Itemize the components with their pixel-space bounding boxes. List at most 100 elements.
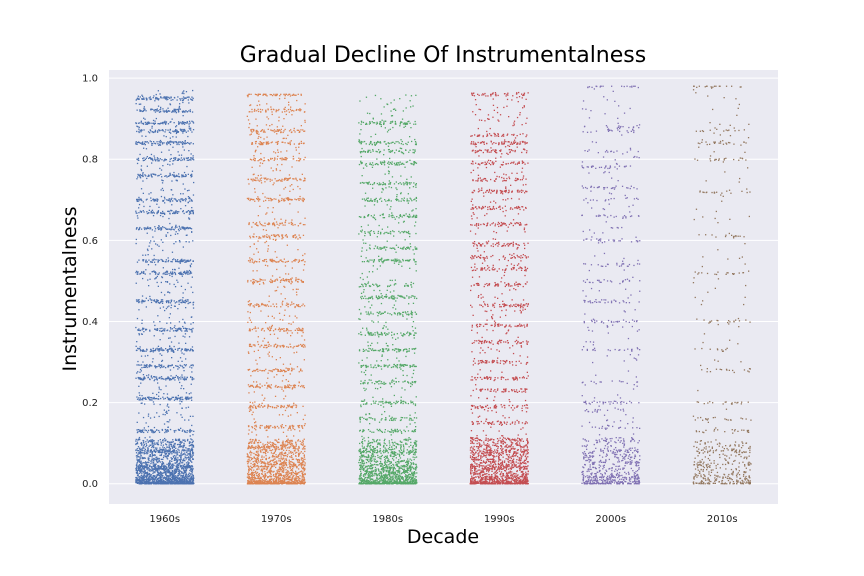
data-point — [135, 270, 138, 272]
data-point — [170, 466, 172, 468]
data-point — [163, 111, 165, 113]
data-point — [182, 115, 184, 117]
data-point — [262, 236, 264, 238]
data-point — [140, 364, 143, 366]
data-point — [177, 470, 179, 472]
data-point — [293, 472, 296, 474]
data-point — [165, 159, 168, 161]
data-point — [157, 458, 159, 461]
y-gridlines — [109, 77, 778, 485]
data-point — [189, 457, 191, 459]
data-point — [170, 272, 172, 274]
data-point — [160, 482, 162, 484]
data-point — [182, 335, 184, 337]
data-point — [164, 453, 166, 455]
data-point — [169, 461, 171, 463]
data-point — [155, 117, 157, 120]
data-point — [192, 480, 195, 482]
data-point — [291, 440, 293, 442]
data-point — [187, 450, 189, 452]
data-point — [180, 455, 182, 457]
data-point — [165, 96, 167, 98]
data-point — [165, 474, 167, 476]
data-point — [272, 444, 274, 446]
data-point — [142, 349, 144, 351]
data-point — [169, 140, 171, 142]
data-point — [255, 465, 258, 467]
data-point — [169, 475, 171, 477]
data-point — [166, 111, 168, 113]
data-point — [155, 109, 158, 111]
data-point — [287, 470, 289, 472]
data-point — [163, 135, 165, 137]
data-point — [189, 264, 191, 267]
data-point — [174, 330, 176, 332]
data-point — [189, 143, 191, 145]
data-point — [150, 153, 153, 156]
data-point — [135, 349, 138, 352]
data-point — [192, 434, 194, 436]
data-point — [135, 271, 137, 274]
data-point — [186, 226, 188, 229]
data-point — [187, 300, 189, 302]
data-point — [147, 212, 150, 214]
data-point — [183, 477, 186, 479]
data-point — [177, 131, 180, 133]
data-point — [187, 259, 189, 261]
data-point — [143, 470, 146, 472]
data-point — [266, 95, 268, 97]
data-point — [283, 464, 285, 466]
data-point — [275, 444, 277, 446]
data-point — [263, 452, 265, 454]
data-point — [267, 482, 269, 485]
data-point — [139, 110, 142, 112]
data-point — [140, 169, 143, 172]
data-point — [261, 482, 263, 484]
data-point — [301, 473, 304, 475]
data-point — [160, 453, 163, 455]
data-point — [184, 97, 186, 99]
data-point — [155, 479, 157, 481]
data-point — [183, 121, 185, 124]
data-point — [169, 449, 171, 451]
data-point — [259, 305, 261, 307]
data-point — [168, 142, 170, 144]
data-point — [181, 110, 184, 113]
data-point — [158, 129, 160, 131]
data-point — [191, 468, 193, 470]
data-point — [155, 301, 157, 303]
data-point — [173, 171, 175, 174]
data-point — [178, 439, 180, 441]
data-point — [271, 482, 273, 484]
data-point — [184, 272, 186, 274]
data-point — [153, 212, 155, 214]
data-point — [142, 157, 144, 160]
data-point — [172, 478, 174, 480]
data-point — [261, 481, 263, 483]
data-point — [141, 322, 143, 324]
data-point — [176, 211, 179, 213]
data-point — [161, 428, 163, 431]
data-point — [276, 476, 278, 478]
data-point — [164, 273, 166, 275]
data-point — [148, 259, 150, 261]
data-point — [172, 441, 174, 443]
data-point — [181, 479, 183, 481]
data-point — [168, 96, 170, 98]
data-point — [154, 477, 156, 479]
data-point — [301, 482, 303, 485]
data-point — [282, 464, 284, 466]
data-point — [156, 442, 158, 444]
data-point — [272, 442, 274, 444]
data-point — [276, 462, 278, 465]
data-point — [149, 157, 151, 159]
data-point — [170, 481, 173, 484]
data-point — [178, 211, 180, 213]
data-point — [152, 349, 154, 352]
data-point — [176, 143, 178, 146]
data-point — [143, 479, 145, 481]
data-point — [186, 122, 189, 124]
data-point — [250, 454, 252, 456]
data-point — [302, 439, 304, 442]
data-point — [145, 148, 148, 150]
